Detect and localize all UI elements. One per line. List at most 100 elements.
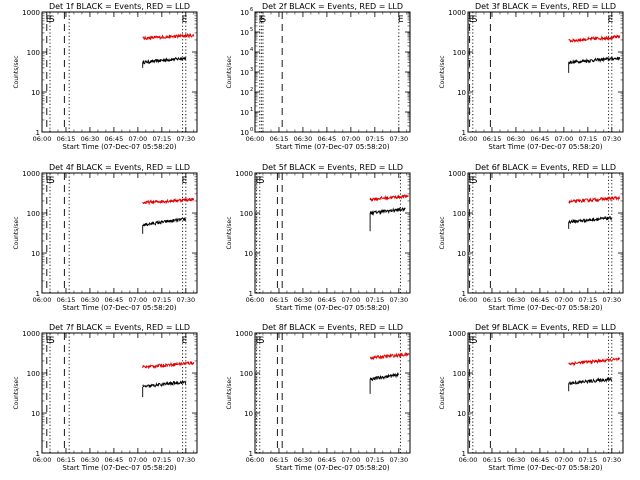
x-tick-label: 07:30 [602, 456, 621, 464]
y-tick-label: 1 [462, 450, 466, 458]
y-axis-label: Counts/sec [13, 376, 20, 409]
x-tick-label: 06:15 [57, 456, 76, 464]
plot-title: Det 9f BLACK = Events, RED = LLD [475, 323, 616, 332]
y-tick-label: 1000 [235, 330, 253, 338]
x-tick-label: 06:00 [246, 135, 265, 143]
plot-title: Det 2f BLACK = Events, RED = LLD [262, 2, 403, 11]
y-tick-exponent: 1 [250, 107, 253, 113]
x-tick-label: 07:15 [578, 296, 597, 304]
panel-det-7f: Det 7f BLACK = Events, RED = LLD Counts/s… [13, 323, 198, 472]
y-tick-exponent: 0 [250, 127, 253, 133]
y-tick-label: 10 [457, 410, 466, 418]
y-tick-label: 10 [457, 89, 466, 97]
x-tick-label: 06:45 [531, 135, 550, 143]
x-tick-label: 06:00 [459, 135, 478, 143]
x-tick-label: 07:00 [555, 456, 574, 464]
plot-frame [467, 332, 624, 454]
y-tick-exponent: 5 [250, 27, 253, 33]
y-tick-exponent: 2 [250, 87, 253, 93]
lld-series-line [568, 195, 621, 204]
panel-det-3f: Det 3f BLACK = Events, RED = LLD Counts/s… [439, 2, 624, 151]
x-tick-label: 07:15 [578, 456, 597, 464]
plot-frame [254, 11, 411, 133]
x-tick-label: 07:30 [389, 456, 408, 464]
y-tick-label: 1000 [22, 170, 40, 178]
x-tick-label: 06:30 [294, 296, 313, 304]
marker-label: E [256, 336, 262, 346]
x-tick-label: 06:15 [483, 296, 502, 304]
y-tick-label: 1 [462, 129, 466, 137]
x-tick-label: 06:30 [507, 135, 526, 143]
y-tick-label: 10 [240, 49, 249, 57]
x-tick-label: 07:15 [365, 135, 384, 143]
marker-label: E [46, 15, 52, 25]
x-tick-label: 06:30 [81, 456, 100, 464]
y-tick-label: 100 [27, 370, 40, 378]
y-tick-label: 10 [240, 129, 249, 137]
y-tick-label: 10 [31, 410, 40, 418]
plot-frame [41, 11, 198, 133]
x-tick-label: 07:30 [602, 296, 621, 304]
x-axis-label: Start Time (07-Dec-07 05:58:20) [275, 464, 389, 472]
events-series-line [568, 376, 613, 392]
plot-title: Det 7f BLACK = Events, RED = LLD [49, 323, 190, 332]
x-tick-label: 07:30 [389, 296, 408, 304]
events-series-line [568, 56, 621, 73]
x-tick-label: 06:15 [57, 135, 76, 143]
marker-label: S [49, 15, 55, 25]
x-tick-label: 07:15 [365, 296, 384, 304]
x-tick-label: 06:30 [507, 296, 526, 304]
y-tick-label: 1000 [448, 170, 466, 178]
marker-label: S [49, 176, 55, 186]
x-tick-label: 06:00 [459, 296, 478, 304]
y-axis-label: Counts/sec [439, 55, 446, 88]
events-series-line [142, 379, 187, 398]
y-tick-label: 1000 [448, 330, 466, 338]
marker-label: S [259, 336, 265, 346]
x-axis-label: Start Time (07-Dec-07 05:58:20) [62, 464, 176, 472]
plot-title: Det 8f BLACK = Events, RED = LLD [262, 323, 403, 332]
plot-frame [467, 11, 624, 133]
x-axis-label: Start Time (07-Dec-07 05:58:20) [488, 143, 602, 151]
marker-label: S [49, 336, 55, 346]
y-tick-label: 10 [240, 89, 249, 97]
y-axis-label: Counts/sec [13, 216, 20, 249]
x-tick-label: 06:30 [81, 296, 100, 304]
x-axis-label: Start Time (07-Dec-07 05:58:20) [488, 304, 602, 312]
x-tick-label: 07:15 [152, 296, 171, 304]
y-tick-label: 1 [36, 129, 40, 137]
panel-det-6f: Det 6f BLACK = Events, RED = LLD Counts/s… [439, 163, 624, 312]
events-series-line [568, 215, 613, 229]
marker-label: E [182, 176, 188, 186]
marker-label: E [46, 176, 52, 186]
y-tick-label: 100 [453, 210, 466, 218]
lld-series-line [142, 360, 195, 370]
x-tick-label: 07:00 [342, 296, 361, 304]
y-axis-label: Counts/sec [226, 216, 233, 249]
plot-title: Det 6f BLACK = Events, RED = LLD [475, 163, 616, 172]
marker-label: S [259, 176, 265, 186]
panel-det-5f: Det 5f BLACK = Events, RED = LLD Counts/s… [226, 163, 411, 312]
x-tick-label: 06:15 [483, 456, 502, 464]
x-tick-label: 06:45 [318, 296, 337, 304]
panel-det-9f: Det 9f BLACK = Events, RED = LLD Counts/s… [439, 323, 624, 472]
panel-det-8f: Det 8f BLACK = Events, RED = LLD Counts/s… [226, 323, 411, 472]
x-tick-label: 06:15 [270, 456, 289, 464]
marker-label: S [472, 176, 478, 186]
lld-series-line [568, 356, 621, 367]
x-tick-label: 07:30 [176, 456, 195, 464]
x-tick-label: 07:30 [602, 135, 621, 143]
x-tick-label: 06:15 [483, 135, 502, 143]
y-axis-label: Counts/sec [439, 376, 446, 409]
y-tick-label: 10 [31, 89, 40, 97]
x-tick-label: 07:30 [389, 135, 408, 143]
y-tick-label: 1 [249, 450, 253, 458]
x-tick-label: 06:30 [507, 456, 526, 464]
marker-label: E [469, 15, 475, 25]
x-tick-label: 07:00 [342, 456, 361, 464]
marker-label: E [608, 15, 614, 25]
x-tick-label: 07:30 [176, 135, 195, 143]
x-tick-label: 06:45 [318, 456, 337, 464]
marker-label: E [182, 15, 188, 25]
marker-label: E [398, 15, 404, 25]
